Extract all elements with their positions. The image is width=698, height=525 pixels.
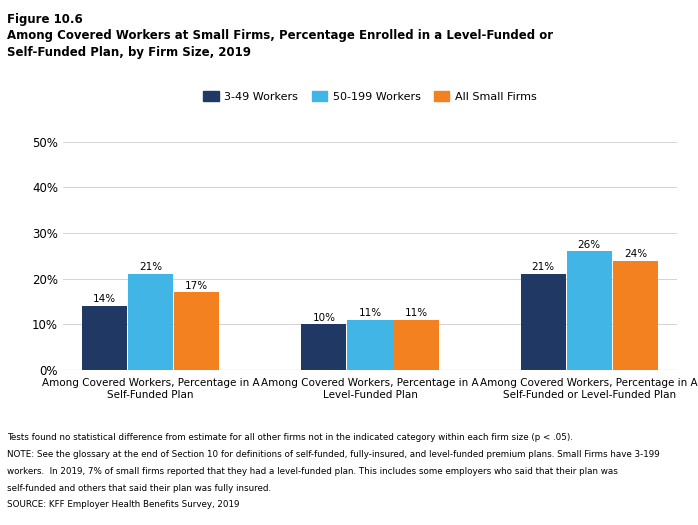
Text: Tests found no statistical difference from estimate for all other firms not in t: Tests found no statistical difference fr… bbox=[7, 433, 573, 442]
Text: 21%: 21% bbox=[139, 262, 162, 272]
Bar bbox=[302, 324, 346, 370]
Text: workers.  In 2019, 7% of small firms reported that they had a level-funded plan.: workers. In 2019, 7% of small firms repo… bbox=[7, 467, 618, 476]
Bar bbox=[567, 251, 612, 370]
Bar bbox=[82, 306, 127, 370]
Legend: 3-49 Workers, 50-199 Workers, All Small Firms: 3-49 Workers, 50-199 Workers, All Small … bbox=[199, 87, 541, 107]
Text: 14%: 14% bbox=[93, 295, 116, 304]
Bar bbox=[348, 320, 392, 370]
Text: NOTE: See the glossary at the end of Section 10 for definitions of self-funded, : NOTE: See the glossary at the end of Sec… bbox=[7, 450, 660, 459]
Bar bbox=[521, 274, 566, 370]
Text: 10%: 10% bbox=[313, 312, 335, 323]
Bar bbox=[613, 260, 658, 370]
Text: 24%: 24% bbox=[624, 249, 647, 259]
Bar bbox=[394, 320, 438, 370]
Bar bbox=[128, 274, 173, 370]
Text: SOURCE: KFF Employer Health Benefits Survey, 2019: SOURCE: KFF Employer Health Benefits Sur… bbox=[7, 500, 239, 509]
Text: 21%: 21% bbox=[532, 262, 555, 272]
Text: Figure 10.6: Figure 10.6 bbox=[7, 13, 83, 26]
Text: 11%: 11% bbox=[358, 308, 382, 318]
Text: 11%: 11% bbox=[404, 308, 428, 318]
Text: Self-Funded Plan, by Firm Size, 2019: Self-Funded Plan, by Firm Size, 2019 bbox=[7, 46, 251, 59]
Text: 26%: 26% bbox=[578, 239, 601, 249]
Text: self-funded and others that said their plan was fully insured.: self-funded and others that said their p… bbox=[7, 484, 271, 492]
Bar bbox=[174, 292, 219, 370]
Text: Among Covered Workers at Small Firms, Percentage Enrolled in a Level-Funded or: Among Covered Workers at Small Firms, Pe… bbox=[7, 29, 553, 42]
Text: 17%: 17% bbox=[185, 281, 208, 291]
